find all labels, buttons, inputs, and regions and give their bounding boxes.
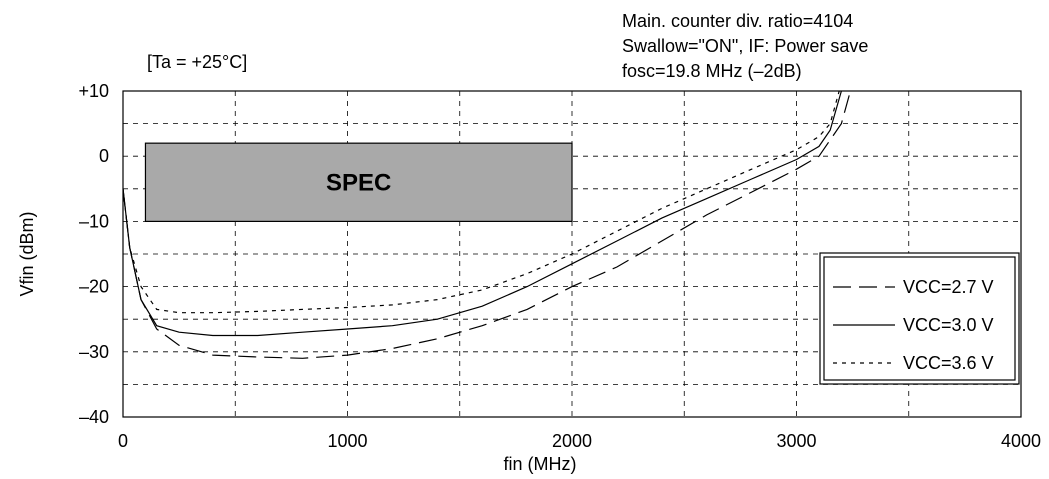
legend-inner-frame — [823, 256, 1016, 381]
note-counter-ratio: Main. counter div. ratio=4104 — [622, 11, 853, 31]
x-axis-label: fin (MHz) — [504, 454, 577, 474]
x-tick-label: 4000 — [1001, 431, 1041, 451]
x-tick-label: 3000 — [776, 431, 816, 451]
series-lines — [123, 91, 851, 359]
series-line-2 — [123, 91, 842, 337]
condition-label: [Ta = +25°C] — [147, 52, 247, 72]
legend-label: VCC=2.7 V — [903, 277, 994, 297]
y-tick-label: –30 — [79, 342, 109, 362]
y-tick-label: –40 — [79, 407, 109, 427]
spec-region: SPEC — [144, 142, 573, 223]
y-tick-label: –10 — [79, 211, 109, 231]
y-axis-label: Vfin (dBm) — [17, 211, 37, 296]
x-tick-label: 0 — [118, 431, 128, 451]
note-swallow: Swallow="ON", IF: Power save — [622, 36, 868, 56]
plot-frame — [122, 90, 1022, 418]
legend-outer-frame — [819, 252, 1020, 385]
y-tick-label: +10 — [78, 81, 109, 101]
series-line-1 — [123, 91, 851, 359]
legend: VCC=2.7 V VCC=3.0 V VCC=3.6 V — [819, 252, 1020, 385]
spec-box — [144, 142, 573, 223]
y-tick-label: –20 — [79, 277, 109, 297]
legend-label: VCC=3.6 V — [903, 353, 994, 373]
y-tick-label: 0 — [99, 146, 109, 166]
legend-label: VCC=3.0 V — [903, 315, 994, 335]
note-fosc: fosc=19.8 MHz (–2dB) — [622, 61, 802, 81]
x-tick-label: 2000 — [552, 431, 592, 451]
series-line-3 — [123, 91, 840, 314]
tick-labels: 0 1000 2000 3000 4000 +10 0 –10 –20 –30 –40 — [78, 81, 1041, 451]
spec-label: SPEC — [326, 170, 391, 197]
x-tick-label: 1000 — [327, 431, 367, 451]
